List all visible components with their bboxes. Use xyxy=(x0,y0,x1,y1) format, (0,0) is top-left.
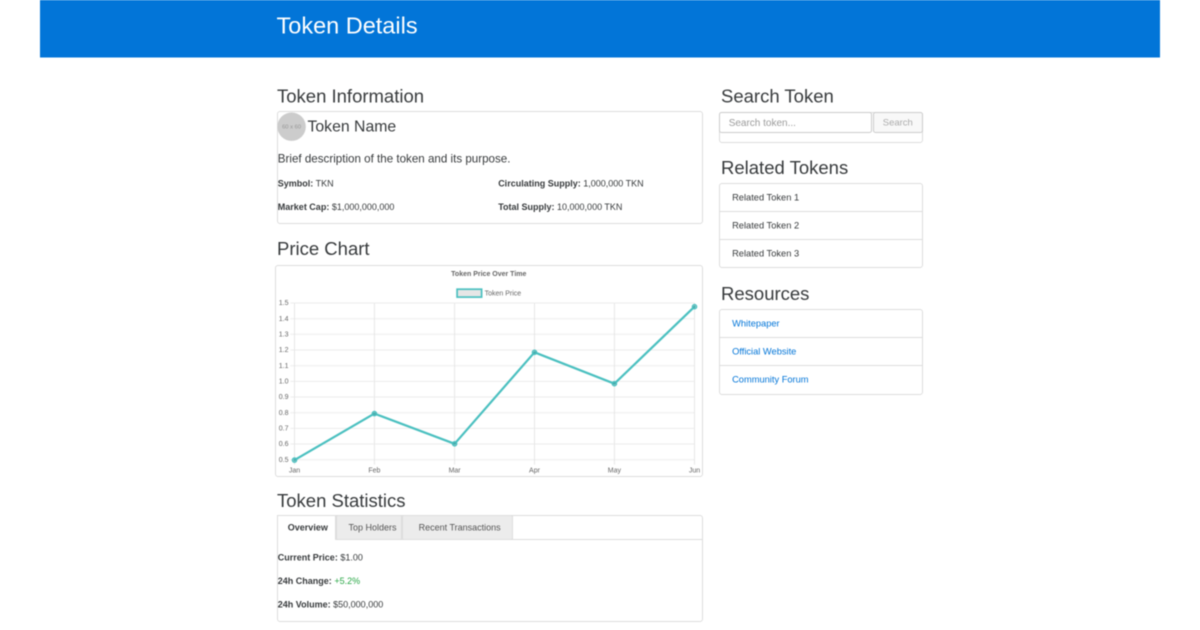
svg-text:Brief description of the token: Brief description of the token and its p… xyxy=(278,153,511,166)
svg-text:0.8: 0.8 xyxy=(279,410,289,417)
svg-text:Related Tokens: Related Tokens xyxy=(721,157,848,178)
svg-text:1.0: 1.0 xyxy=(279,379,289,386)
svg-text:May: May xyxy=(608,467,622,474)
svg-text:Recent Transactions: Recent Transactions xyxy=(419,523,502,533)
svg-text:Search: Search xyxy=(883,118,913,129)
svg-text:Jan: Jan xyxy=(289,467,300,474)
svg-text:24h Volume: $50,000,000: 24h Volume: $50,000,000 xyxy=(278,599,383,609)
svg-text:0.7: 0.7 xyxy=(279,426,289,433)
svg-text:Related Token 1: Related Token 1 xyxy=(732,193,799,203)
svg-text:Resources: Resources xyxy=(721,283,809,304)
svg-text:Token Details: Token Details xyxy=(277,13,418,39)
svg-text:0.9: 0.9 xyxy=(279,394,289,401)
svg-text:Official Website: Official Website xyxy=(732,347,796,357)
svg-text:Apr: Apr xyxy=(529,467,541,474)
svg-text:Jun: Jun xyxy=(689,467,700,474)
svg-text:Related Token 2: Related Token 2 xyxy=(732,221,799,231)
svg-text:Symbol: TKN: Symbol: TKN xyxy=(278,178,334,188)
svg-text:Token Information: Token Information xyxy=(277,86,424,107)
svg-text:Mar: Mar xyxy=(449,467,462,474)
svg-text:0.5: 0.5 xyxy=(279,457,289,464)
svg-text:24h Change: +5.2%: 24h Change: +5.2% xyxy=(278,576,360,586)
svg-text:Search Token: Search Token xyxy=(721,85,834,106)
svg-text:Community Forum: Community Forum xyxy=(732,375,809,385)
svg-text:Related Token 3: Related Token 3 xyxy=(732,249,799,259)
svg-text:Top Holders: Top Holders xyxy=(349,523,398,533)
svg-text:0.6: 0.6 xyxy=(279,441,289,448)
svg-text:1.5: 1.5 xyxy=(279,300,289,307)
svg-text:Circulating Supply: 1,000,000: Circulating Supply: 1,000,000 TKN xyxy=(498,178,643,188)
svg-text:Overview: Overview xyxy=(288,523,329,533)
svg-text:Token Name: Token Name xyxy=(308,119,397,136)
svg-text:Token Price Over Time: Token Price Over Time xyxy=(451,271,526,278)
svg-text:Token Price: Token Price xyxy=(485,291,522,298)
svg-text:Price Chart: Price Chart xyxy=(277,238,370,259)
svg-text:Whitepaper: Whitepaper xyxy=(732,319,780,329)
svg-text:1.3: 1.3 xyxy=(279,332,289,339)
svg-text:Token Statistics: Token Statistics xyxy=(277,490,406,511)
svg-text:1.4: 1.4 xyxy=(279,316,289,323)
svg-text:1.2: 1.2 xyxy=(279,347,289,354)
svg-text:Current Price: $1.00: Current Price: $1.00 xyxy=(278,552,363,562)
svg-text:Search token...: Search token... xyxy=(729,118,796,129)
svg-text:1.1: 1.1 xyxy=(279,363,289,370)
svg-text:Total Supply: 10,000,000 TKN: Total Supply: 10,000,000 TKN xyxy=(498,202,622,212)
svg-text:Feb: Feb xyxy=(368,467,380,474)
svg-text:Market Cap: $1,000,000,000: Market Cap: $1,000,000,000 xyxy=(278,202,395,212)
svg-text:60 x 60: 60 x 60 xyxy=(282,125,301,131)
